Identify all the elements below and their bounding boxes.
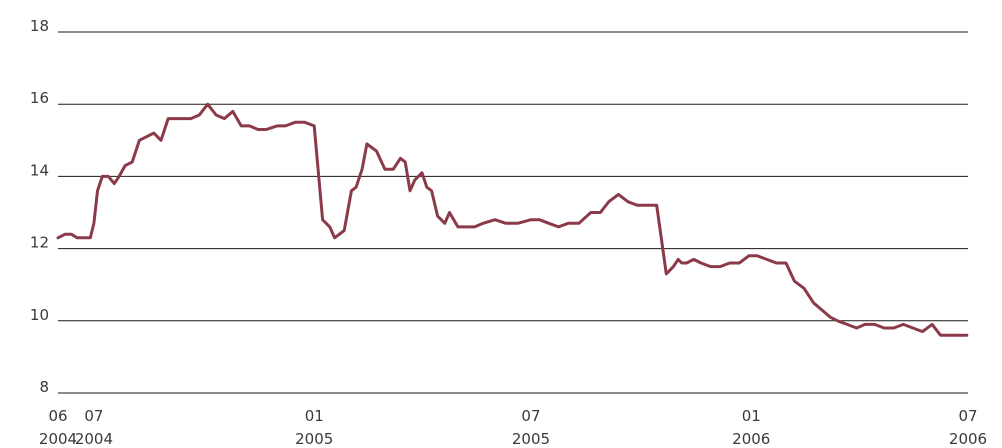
y-tick-label: 10 bbox=[30, 306, 49, 324]
x-tick-label-month: 07 bbox=[521, 407, 540, 425]
series-line-0 bbox=[56, 102, 969, 337]
x-tick-label-year: 2005 bbox=[295, 430, 333, 448]
x-tick-label-year: 2004 bbox=[39, 430, 77, 448]
x-tick-label-month: 01 bbox=[742, 407, 761, 425]
x-tick-label-month: 07 bbox=[958, 407, 977, 425]
x-tick-label-year: 2005 bbox=[512, 430, 550, 448]
x-tick-label-year: 2006 bbox=[949, 430, 987, 448]
series-layer bbox=[56, 102, 969, 337]
x-tick-label-month: 07 bbox=[84, 407, 103, 425]
x-axis-ticks: 06 2004 07 2004 01 2005 07 2005 01 2006 07 2006 bbox=[39, 407, 987, 448]
y-axis-ticks: 8 10 12 14 16 18 bbox=[30, 17, 49, 396]
y-tick-label: 8 bbox=[39, 378, 49, 396]
x-tick-label-month: 06 bbox=[48, 407, 67, 425]
x-tick-label-year: 2004 bbox=[75, 430, 113, 448]
y-tick-label: 14 bbox=[30, 161, 49, 179]
x-tick-label-year: 2006 bbox=[732, 430, 770, 448]
gridlines bbox=[58, 31, 968, 394]
y-tick-label: 18 bbox=[30, 17, 49, 35]
y-tick-label: 12 bbox=[30, 234, 49, 252]
x-tick-label-month: 01 bbox=[305, 407, 324, 425]
y-tick-label: 16 bbox=[30, 89, 49, 107]
